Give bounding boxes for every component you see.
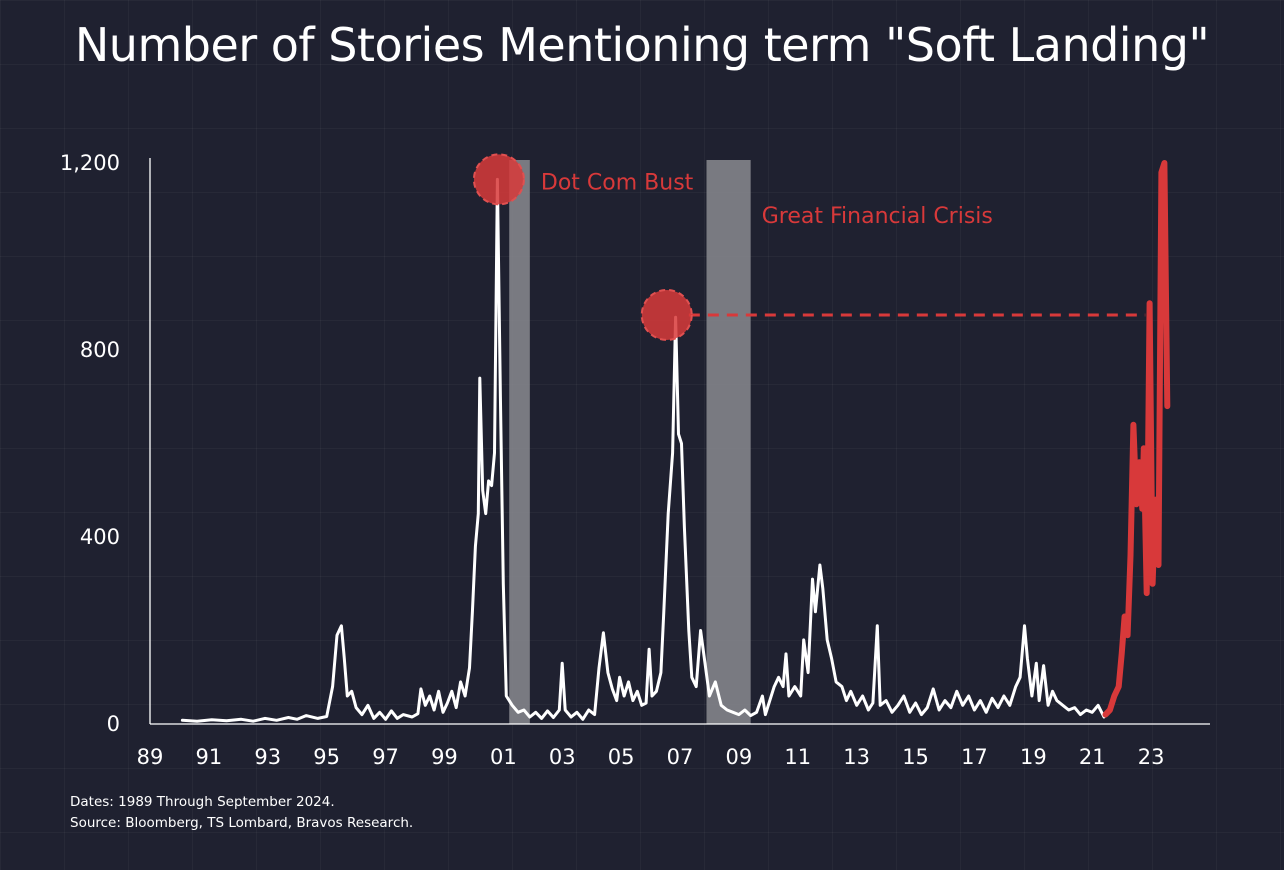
x-tick-label: 91: [196, 745, 223, 769]
x-tick-label: 21: [1079, 745, 1106, 769]
x-tick-label: 17: [961, 745, 988, 769]
y-tick-label: 400: [80, 525, 120, 549]
chart-title: Number of Stories Mentioning term "Soft …: [74, 18, 1210, 72]
x-tick-label: 13: [843, 745, 870, 769]
shaded-period-1: [706, 160, 751, 724]
shaded-period-0: [509, 160, 530, 724]
main-series-line: [180, 177, 1106, 723]
x-tick-label: 93: [254, 745, 281, 769]
x-tick-label: 23: [1138, 745, 1165, 769]
x-tick-label: 07: [667, 745, 694, 769]
footnotes: Dates: 1989 Through September 2024. Sour…: [70, 792, 413, 834]
footnote-source: Source: Bloomberg, TS Lombard, Bravos Re…: [70, 815, 414, 831]
chart-series: [180, 160, 1171, 723]
y-tick-label: 800: [80, 338, 120, 362]
annotation-label: Dot Com Bust: [541, 170, 694, 195]
x-tick-label: 01: [490, 745, 517, 769]
x-tick-label: 19: [1020, 745, 1047, 769]
recession-shading: [509, 160, 751, 724]
x-tick-label: 11: [784, 745, 811, 769]
chart-annotations: Dot Com Bust Great Financial Crisis: [472, 153, 1146, 341]
x-tick-label: 03: [549, 745, 576, 769]
annotation-label: Great Financial Crisis: [762, 204, 993, 229]
footnote-dates: Dates: 1989 Through September 2024.: [70, 794, 335, 810]
x-tick-label: 95: [313, 745, 340, 769]
y-tick-label: 0: [107, 712, 120, 736]
x-tick-label: 09: [726, 745, 753, 769]
annotation-marker: [472, 153, 525, 206]
y-tick-label: 1,200: [60, 151, 120, 175]
annotation-marker: [640, 288, 693, 341]
x-tick-label: 15: [902, 745, 929, 769]
highlight-series-line: [1102, 160, 1171, 718]
x-tick-label: 97: [372, 745, 399, 769]
x-tick-label: 89: [137, 745, 164, 769]
chart-axes: 0 400 800 1,200 89 91 93 95 97 99 01 03 05 07 09 11 13 15…: [60, 151, 1210, 769]
x-tick-label: 05: [608, 745, 635, 769]
x-tick-label: 99: [431, 745, 458, 769]
